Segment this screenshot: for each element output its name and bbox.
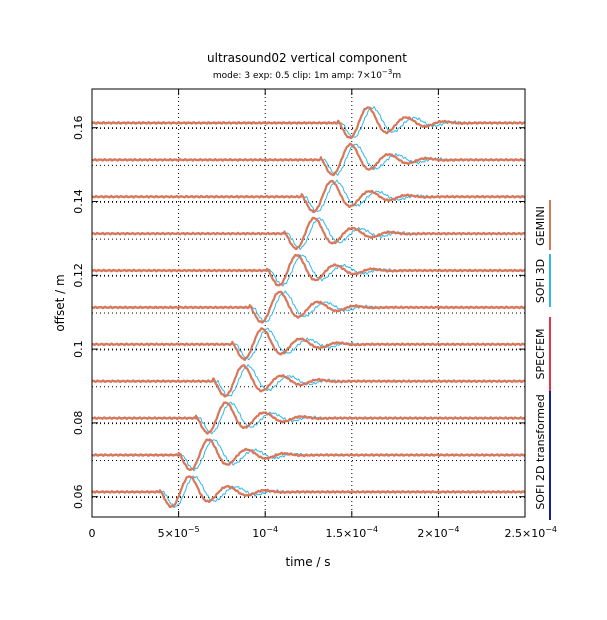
subtitle-exp: exp: 0.5 [253, 71, 290, 81]
trace-baselines [92, 127, 525, 498]
subtitle-amp-exponent: −3 [382, 68, 392, 76]
trace-line-gemini [91, 475, 526, 509]
subtitle-amp: amp: 7×10 [331, 71, 382, 81]
y-tick-label: 0.12 [72, 263, 85, 288]
legend-label: SOFI 2D transformed [534, 394, 547, 509]
plot-frame [91, 88, 526, 518]
chart-subtitle: mode: 3 exp: 0.5 clip: 1m amp: 7×10−3m [213, 68, 401, 81]
x-tick-label: 2×10−4 [417, 525, 459, 540]
x-tick-label: 2.5×10−4 [504, 525, 557, 540]
trace-line-gemini [91, 106, 526, 140]
trace-line-gemini [91, 179, 526, 214]
y-tick-label: 0.14 [72, 189, 85, 214]
grid [92, 89, 525, 517]
y-tick-label: 0.08 [72, 411, 85, 436]
trace-line-gemini [91, 401, 526, 435]
legend-label: SOFI 3D [534, 259, 547, 303]
y-axis-label: offset / m [53, 274, 67, 331]
subtitle-clip: clip: 1m [292, 71, 328, 81]
trace-line-gemini [91, 438, 526, 471]
trace-line-gemini [91, 364, 526, 398]
traces [91, 106, 526, 509]
x-tick-label: 1.5×10−4 [326, 525, 379, 540]
y-tick-label: 0.1 [72, 340, 85, 358]
x-tick-label: 5×10−5 [158, 525, 200, 540]
x-tick-label: 0 [89, 527, 96, 540]
x-axis: 0 5×10−5 10−4 1.5×10−4 2×10−4 2.5×10−4 [89, 89, 557, 540]
trace-line-gemini [91, 290, 526, 324]
y-tick-label: 0.16 [72, 115, 85, 140]
x-tick-label: 10−4 [252, 525, 278, 540]
chart-title: ultrasound02 vertical component [207, 51, 407, 65]
subtitle-mode: mode: 3 [213, 71, 250, 81]
legend: SOFI 2D transformed SPECFEM SOFI 3D GEMINI [534, 200, 551, 520]
trace-line-gemini [91, 142, 526, 177]
subtitle-amp-unit: m [392, 71, 401, 81]
legend-label: SPECFEM [534, 328, 547, 379]
y-tick-label: 0.06 [72, 484, 85, 509]
trace-line-gemini [91, 327, 526, 361]
x-axis-label: time / s [285, 555, 330, 569]
y-axis: 0.06 0.08 0.1 0.12 0.14 0.16 [72, 115, 525, 509]
legend-label: GEMINI [534, 206, 547, 246]
trace-line-gemini [91, 253, 526, 287]
trace-line-gemini [91, 216, 526, 251]
